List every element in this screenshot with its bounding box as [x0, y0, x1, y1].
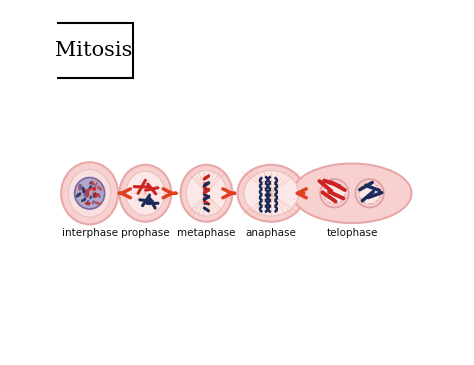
Ellipse shape — [126, 171, 165, 215]
Ellipse shape — [68, 169, 111, 217]
Ellipse shape — [91, 182, 94, 185]
Ellipse shape — [292, 164, 411, 223]
Ellipse shape — [83, 191, 87, 197]
Ellipse shape — [237, 165, 305, 222]
Ellipse shape — [359, 182, 380, 204]
Ellipse shape — [93, 188, 94, 191]
Ellipse shape — [87, 200, 89, 202]
Ellipse shape — [76, 192, 82, 197]
Text: telophase: telophase — [326, 228, 378, 238]
Ellipse shape — [89, 185, 92, 189]
Ellipse shape — [92, 192, 97, 198]
Ellipse shape — [84, 202, 91, 205]
Ellipse shape — [85, 188, 91, 192]
Ellipse shape — [74, 177, 105, 209]
Ellipse shape — [119, 165, 171, 222]
Ellipse shape — [61, 162, 118, 224]
Ellipse shape — [99, 196, 100, 197]
Ellipse shape — [81, 198, 86, 202]
Ellipse shape — [78, 184, 82, 191]
FancyBboxPatch shape — [55, 23, 133, 78]
Ellipse shape — [84, 191, 86, 196]
Ellipse shape — [82, 186, 83, 189]
Text: Mitosis: Mitosis — [55, 41, 132, 60]
Ellipse shape — [94, 185, 95, 188]
Ellipse shape — [92, 192, 95, 195]
Ellipse shape — [82, 187, 85, 193]
Text: metaphase: metaphase — [177, 228, 236, 238]
Ellipse shape — [92, 200, 94, 205]
Ellipse shape — [91, 181, 94, 185]
Ellipse shape — [95, 182, 98, 186]
Ellipse shape — [91, 187, 97, 190]
Ellipse shape — [97, 186, 102, 191]
Ellipse shape — [324, 182, 345, 204]
Ellipse shape — [84, 197, 86, 199]
Ellipse shape — [90, 181, 91, 185]
Text: interphase: interphase — [62, 228, 118, 238]
Ellipse shape — [94, 201, 99, 204]
Ellipse shape — [79, 184, 83, 190]
Ellipse shape — [93, 193, 100, 197]
Ellipse shape — [244, 170, 298, 216]
Ellipse shape — [89, 188, 91, 191]
Ellipse shape — [320, 179, 349, 208]
Ellipse shape — [181, 165, 232, 222]
Ellipse shape — [90, 195, 92, 199]
Ellipse shape — [356, 179, 384, 208]
Text: anaphase: anaphase — [246, 228, 297, 238]
Ellipse shape — [94, 196, 97, 198]
Ellipse shape — [98, 202, 101, 204]
Ellipse shape — [94, 188, 96, 191]
Text: prophase: prophase — [121, 228, 170, 238]
Ellipse shape — [86, 191, 90, 197]
Ellipse shape — [186, 170, 227, 216]
Ellipse shape — [86, 202, 90, 205]
Ellipse shape — [82, 189, 88, 193]
